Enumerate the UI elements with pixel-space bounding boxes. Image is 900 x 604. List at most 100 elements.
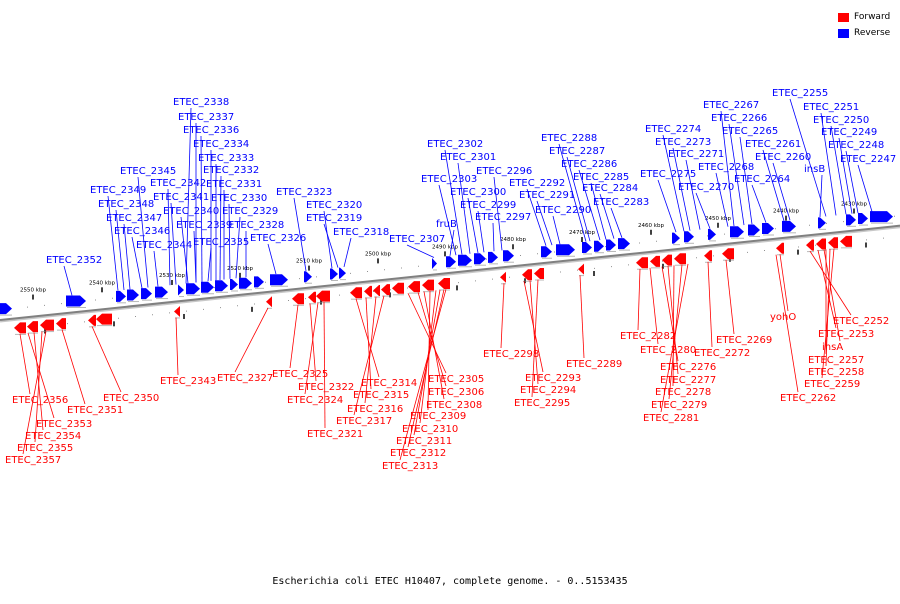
gene-arrow (606, 239, 616, 251)
gene-arrow (88, 314, 96, 326)
label-leader (207, 247, 212, 282)
label-leader (857, 164, 873, 212)
reverse-gene-label: ETEC_2330 (211, 193, 267, 204)
reverse-gene-label: ETEC_2288 (541, 133, 597, 144)
gene-arrow (662, 254, 672, 266)
label-leader (423, 291, 445, 400)
tick-label: 2480 kbp (500, 237, 526, 243)
tick-label: 2430 kbp (841, 202, 867, 208)
label-leader (406, 244, 435, 258)
label-leader (492, 222, 495, 252)
reverse-gene-label: ETEC_2339 (176, 220, 232, 231)
forward-gene-label: ETEC_2315 (353, 390, 409, 401)
forward-gene-label: ETEC_2324 (287, 395, 343, 406)
forward-gene-label: ETEC_2311 (396, 436, 452, 447)
gene-arrow (254, 276, 264, 288)
reverse-gene-label: ETEC_2255 (772, 88, 828, 99)
reverse-gene-label: ETEC_2271 (668, 149, 724, 160)
reverse-gene-label: ETEC_2336 (183, 125, 239, 136)
gene-arrow (292, 293, 304, 305)
reverse-gene-label: ETEC_2340 (163, 206, 219, 217)
forward-gene-label: ETEC_2280 (640, 345, 696, 356)
gene-arrow (708, 228, 716, 240)
gene-arrow (870, 211, 893, 223)
label-leader (817, 250, 837, 329)
gene-arrow (0, 303, 12, 315)
label-leader (399, 289, 447, 461)
label-leader (830, 125, 847, 215)
gene-arrow (840, 235, 852, 247)
reverse-gene-label: ETEC_2345 (120, 166, 176, 177)
gene-arrow (474, 253, 486, 265)
tick-label: 2510 kbp (296, 259, 322, 265)
gene-arrow (316, 290, 330, 302)
forward-gene-label: ETEC_2316 (347, 404, 403, 415)
label-leader (649, 267, 659, 345)
gene-arrow (846, 214, 856, 226)
label-leader (725, 259, 735, 335)
gene-arrow (330, 268, 338, 280)
gene-arrow (672, 232, 680, 244)
label-leader (167, 188, 171, 286)
forward-gene-label: ETEC_2327 (217, 373, 273, 384)
forward-gene-label: ETEC_2305 (428, 374, 484, 385)
label-leader (493, 176, 503, 251)
gene-arrow (116, 290, 126, 302)
reverse-gene-label: ETEC_2249 (821, 127, 877, 138)
reverse-gene-label: ETEC_2268 (698, 162, 754, 173)
label-leader (467, 197, 479, 253)
legend: Forward Reverse (838, 9, 890, 41)
forward-gene-label: ETEC_2278 (655, 387, 711, 398)
forward-gene-label: ETEC_2276 (660, 362, 716, 373)
reverse-gene-label: ETEC_2273 (655, 137, 711, 148)
label-leader (728, 123, 745, 226)
label-leader (529, 280, 539, 385)
forward-gene-label: ETEC_2262 (780, 393, 836, 404)
reverse-gene-label: ETEC_2265 (722, 126, 778, 137)
forward-gene-label: ETEC_2259 (804, 379, 860, 390)
forward-gene-label: ETEC_2279 (651, 400, 707, 411)
reverse-gene-label: ETEC_2261 (745, 139, 801, 150)
label-leader (27, 332, 55, 419)
forward-gene-label: insA (822, 342, 843, 353)
genome-caption: Escherichia coli ETEC H10407, complete g… (272, 576, 628, 587)
label-leader (457, 162, 471, 254)
reverse-gene-label: ETEC_2326 (250, 233, 306, 244)
gene-arrow (828, 237, 838, 249)
forward-gene-label: yohO (770, 312, 796, 323)
forward-gene-label: ETEC_2322 (298, 382, 354, 393)
label-leader (739, 136, 753, 225)
reverse-gene-label: ETEC_2320 (306, 200, 362, 211)
gene-arrow (215, 280, 228, 292)
gene-arrow (266, 296, 272, 308)
label-leader (63, 265, 73, 296)
gene-arrow (392, 282, 404, 294)
label-leader (228, 203, 231, 279)
forward-gene-label: ETEC_2355 (17, 443, 73, 454)
reverse-gene-label: ETEC_2290 (535, 205, 591, 216)
gene-arrow (201, 281, 214, 293)
forward-gene-label: ETEC_2289 (566, 359, 622, 370)
gene-arrow (27, 321, 38, 333)
gene-arrow (578, 263, 584, 275)
reverse-gene-label: ETEC_2341 (153, 192, 209, 203)
gene-arrow (308, 291, 316, 303)
forward-gene-label: ETEC_2293 (525, 373, 581, 384)
gene-arrow (762, 223, 774, 235)
reverse-gene-label: ETEC_2300 (450, 187, 506, 198)
scale-ticks: 2550 kbp 2540 kbp 2530 kbp 2520 kbp 2510 kbp… (20, 202, 867, 334)
forward-gene-label: ETEC_2252 (833, 316, 889, 327)
forward-gene-label: ETEC_2325 (272, 369, 328, 380)
label-leader (107, 195, 119, 291)
axis-line (0, 224, 900, 321)
forward-gene-label: ETEC_2354 (25, 431, 81, 442)
label-leader (185, 107, 192, 284)
gene-arrow (96, 313, 112, 325)
gene-arrow (339, 267, 346, 279)
reverse-gene-label: ETEC_2329 (222, 206, 278, 217)
label-leader (22, 331, 47, 455)
reverse-gene-label: ETEC_2297 (475, 212, 531, 223)
label-leader (531, 279, 539, 398)
label-leader (536, 200, 553, 246)
